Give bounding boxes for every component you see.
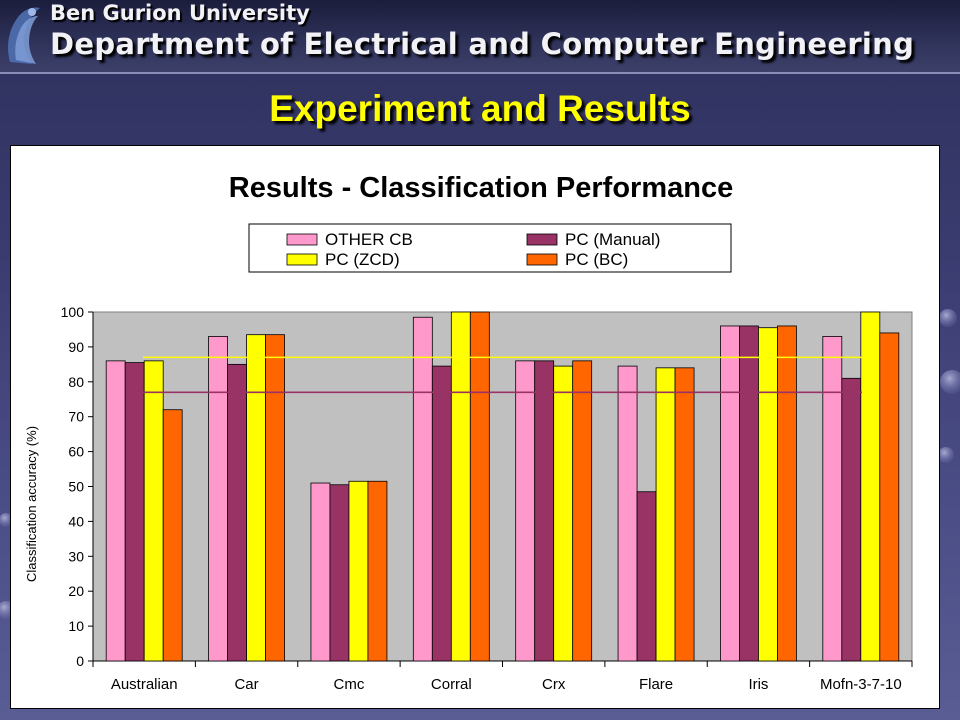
y-tick-label: 30 xyxy=(68,548,84,564)
chart-panel: Results - Classification Performance OTH… xyxy=(10,145,940,709)
bar xyxy=(431,365,452,662)
bar xyxy=(469,311,490,662)
department-name: Department of Electrical and Computer En… xyxy=(50,27,915,61)
y-tick-label: 0 xyxy=(76,653,84,669)
bar xyxy=(329,484,350,662)
bar xyxy=(674,367,695,662)
bar xyxy=(105,360,126,662)
x-tick-label: Iris xyxy=(748,676,768,693)
x-tick-label: Corral xyxy=(431,676,472,693)
chart-title: Results - Classification Performance xyxy=(229,172,733,204)
bar xyxy=(143,360,164,662)
y-axis-label: Classification accuracy (%) xyxy=(24,426,39,582)
bar xyxy=(720,325,740,662)
bar-chart: Results - Classification Performance OTH… xyxy=(24,172,913,693)
legend-swatch xyxy=(286,233,318,246)
bar xyxy=(348,480,369,662)
y-tick-label: 90 xyxy=(68,339,84,355)
bar xyxy=(777,325,797,662)
bar xyxy=(553,365,574,662)
university-name: Ben Gurion University xyxy=(50,1,310,25)
y-tick-label: 20 xyxy=(68,583,84,599)
university-logo-icon xyxy=(8,7,40,64)
bar xyxy=(515,360,536,662)
bar xyxy=(227,363,247,662)
bar xyxy=(841,377,862,662)
y-tick-label: 40 xyxy=(68,513,84,529)
legend-label: PC (ZCD) xyxy=(325,250,400,269)
chart-legend: OTHER CB PC (Manual) PC (ZCD) PC (BC) xyxy=(248,223,732,273)
slide-title: Experiment and Results xyxy=(269,88,691,129)
bar xyxy=(208,336,228,662)
bar xyxy=(412,316,433,662)
x-tick-label: Australian xyxy=(111,676,178,693)
legend-label: PC (BC) xyxy=(565,250,628,269)
x-tick-label: Mofn-3-7-10 xyxy=(820,676,902,693)
x-tick-label: Cmc xyxy=(334,676,365,693)
bar xyxy=(655,367,676,662)
legend-label: PC (Manual) xyxy=(565,230,660,249)
bar xyxy=(572,360,593,662)
bar xyxy=(310,482,331,662)
bar xyxy=(124,362,145,662)
bar xyxy=(450,311,471,662)
header-banner: Ben Gurion University Department of Elec… xyxy=(0,0,960,74)
bar xyxy=(265,334,285,662)
bar xyxy=(246,334,266,662)
bar xyxy=(758,327,778,662)
bar xyxy=(822,336,843,662)
y-tick-label: 10 xyxy=(68,618,84,634)
plot-area: 0 10 20 30 40 50 60 70 80 90 100 Australian Car Cmc Co… xyxy=(61,304,913,693)
legend-label: OTHER CB xyxy=(325,230,413,249)
x-tick-label: Flare xyxy=(639,676,673,693)
legend-box xyxy=(248,223,732,273)
y-tick-label: 60 xyxy=(68,444,84,460)
y-tick-label: 50 xyxy=(68,479,84,495)
y-tick-label: 70 xyxy=(68,409,84,425)
bar xyxy=(617,365,638,662)
bar xyxy=(860,311,881,662)
bar xyxy=(636,491,657,662)
legend-swatch xyxy=(526,253,558,266)
y-tick-label: 80 xyxy=(68,374,84,390)
x-tick-label: Crx xyxy=(542,676,566,693)
bar xyxy=(534,360,555,662)
legend-swatch xyxy=(286,253,318,266)
legend-swatch xyxy=(526,233,558,246)
bar xyxy=(879,332,900,662)
bar xyxy=(162,409,183,662)
x-tick-label: Car xyxy=(234,676,258,693)
y-tick-label: 100 xyxy=(61,304,85,320)
bar xyxy=(367,480,388,662)
bar xyxy=(739,325,759,662)
